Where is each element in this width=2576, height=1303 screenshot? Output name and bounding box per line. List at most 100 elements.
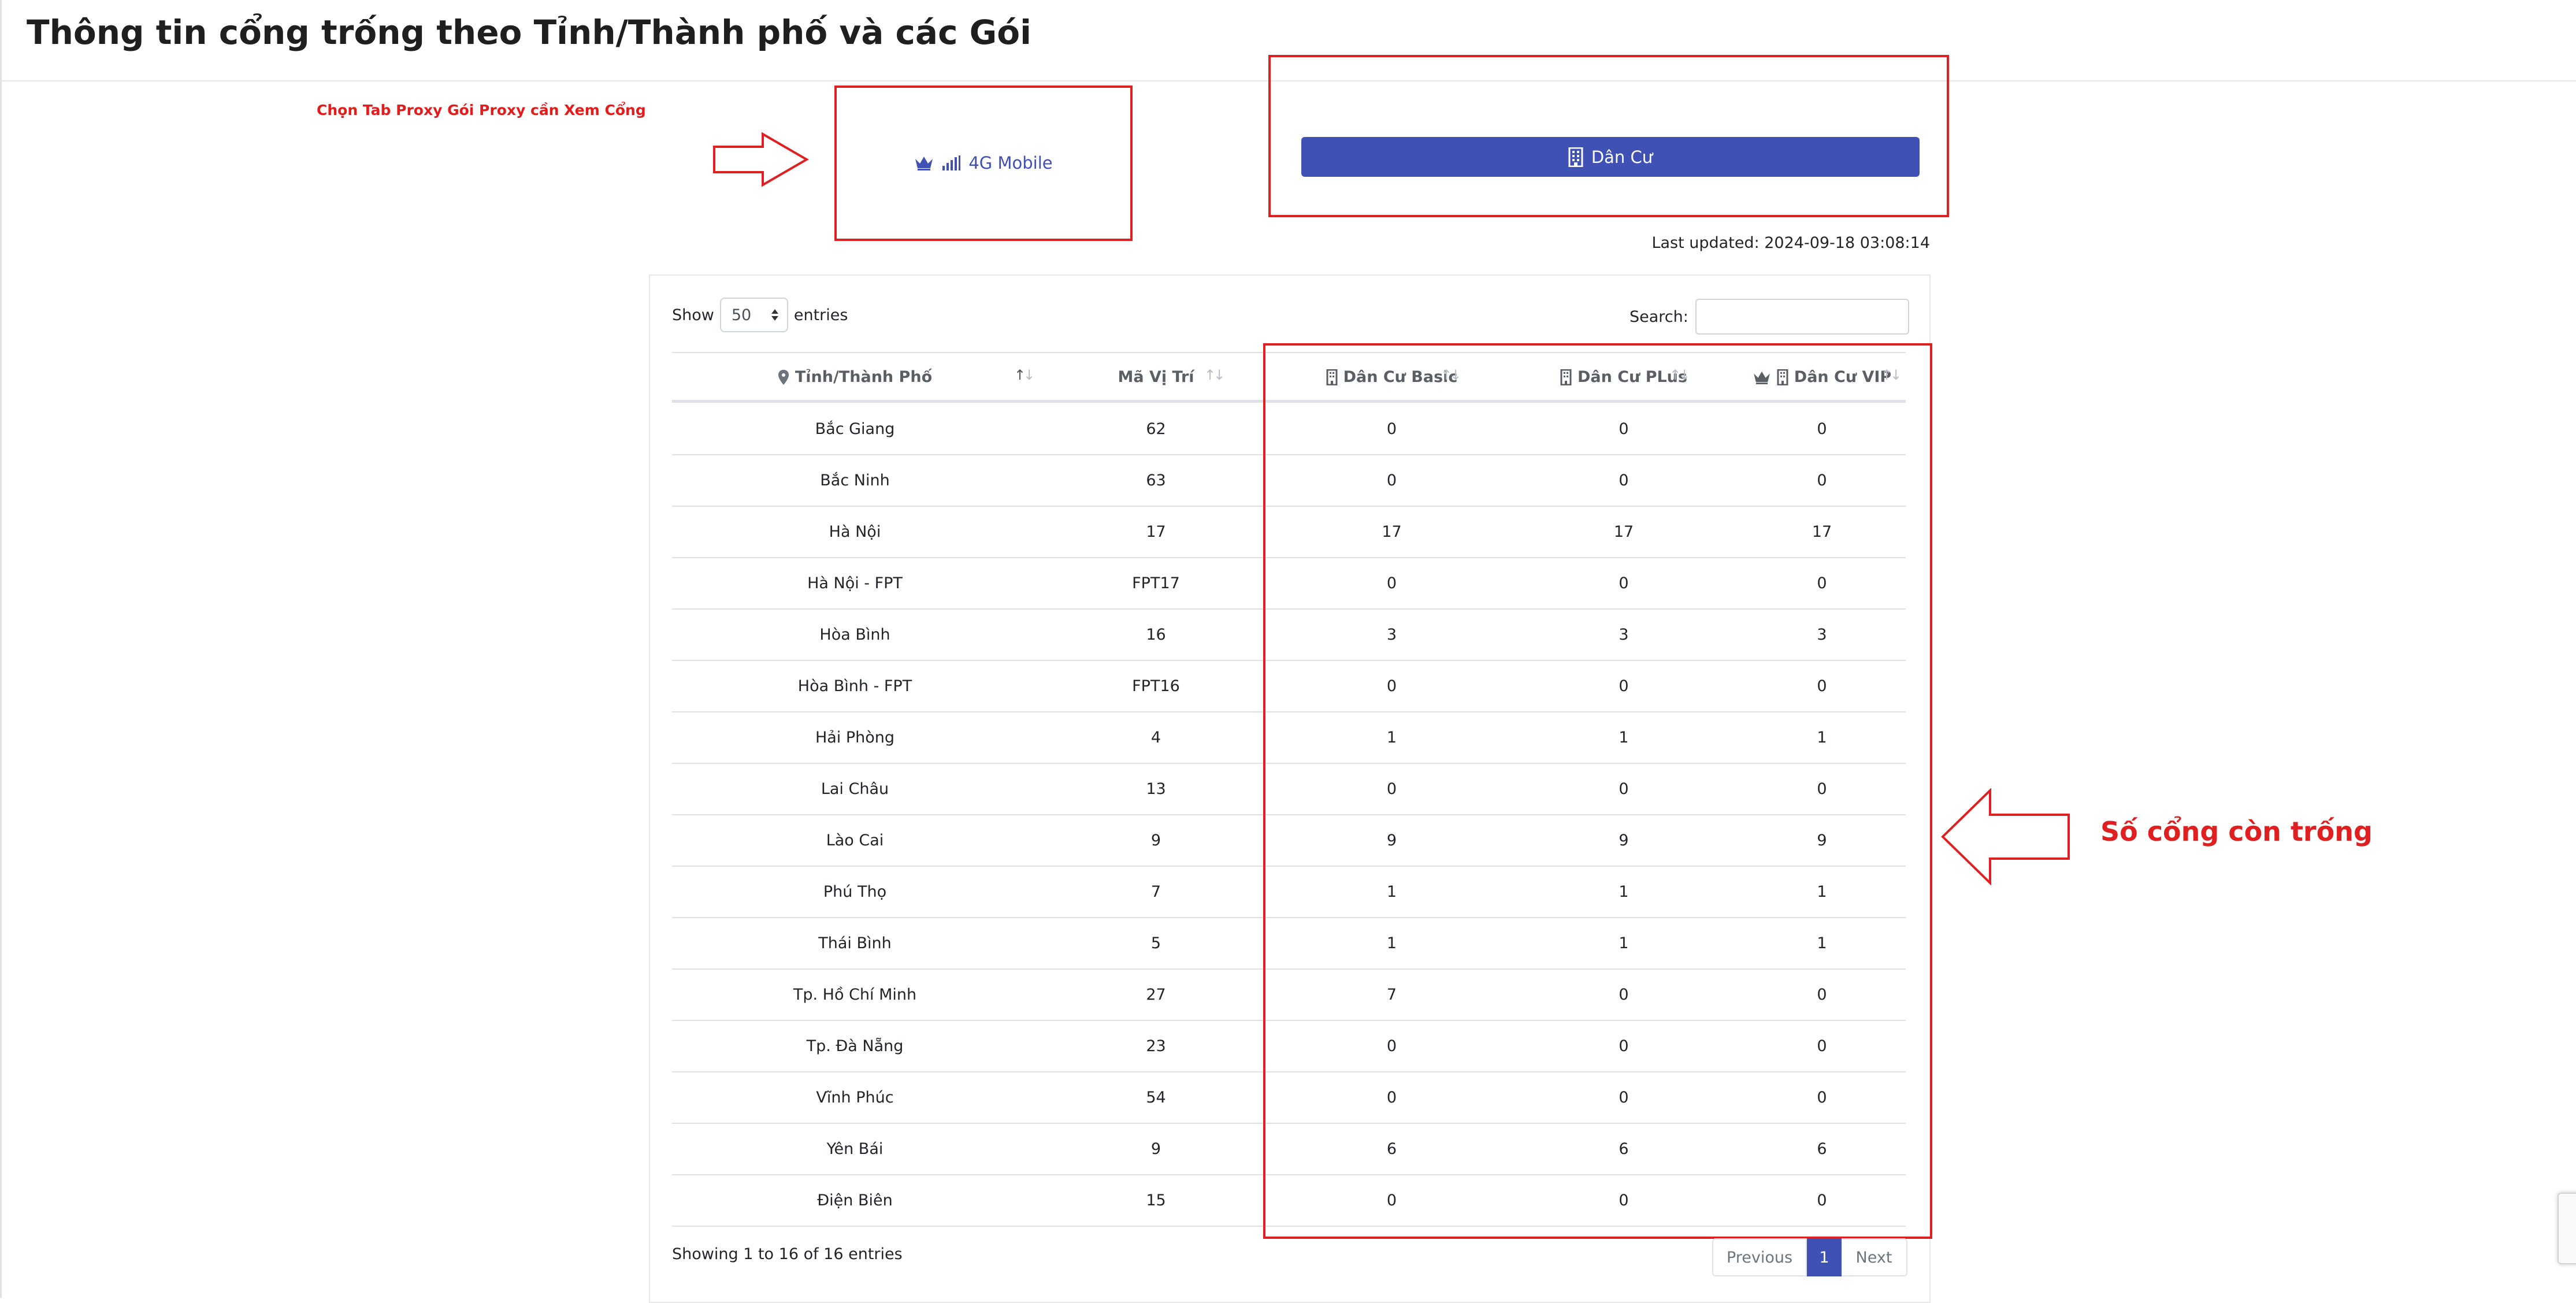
- column-header-basic-label: Dân Cư Basic: [1343, 368, 1458, 386]
- cell-vip: 9: [1817, 831, 1827, 849]
- column-header-plus[interactable]: Dân Cư PLus: [1509, 353, 1738, 401]
- cell-location-code: FPT17: [1132, 574, 1180, 592]
- cell-basic: 0: [1386, 1191, 1397, 1209]
- last-updated-text: Last updated: 2024-09-18 03:08:14: [1651, 234, 1930, 252]
- building-icon: [1777, 369, 1788, 385]
- cell-vip: 0: [1817, 420, 1827, 438]
- cell-province: Tp. Hồ Chí Minh: [793, 986, 917, 1004]
- cell-province: Điện Biên: [817, 1191, 893, 1209]
- tab-dan-cu[interactable]: Dân Cư: [1301, 137, 1920, 177]
- table-row: Bắc Giang 62 0 0 0: [672, 404, 1906, 455]
- column-header-province[interactable]: Tỉnh/Thành Phố: [672, 353, 1038, 401]
- crown-icon: [1753, 371, 1770, 384]
- table-row: Hà Nội - FPT FPT17 0 0 0: [672, 558, 1906, 610]
- tab-4g-mobile[interactable]: 4G Mobile: [836, 86, 1131, 240]
- cell-plus: 0: [1619, 1191, 1629, 1209]
- free-ports-highlight-box: [1263, 343, 1932, 1239]
- page-header: Thông tin cổng trống theo Tỉnh/Thành phố…: [0, 0, 2576, 81]
- cell-plus: 0: [1619, 574, 1629, 592]
- cell-basic: 0: [1386, 1089, 1397, 1107]
- cell-province: Tp. Đà Nẵng: [806, 1037, 904, 1055]
- cell-province: Yên Bái: [826, 1140, 884, 1158]
- cell-province: Phú Thọ: [823, 883, 887, 901]
- cell-basic: 0: [1386, 574, 1397, 592]
- pagination-next-button[interactable]: Next: [1842, 1238, 1907, 1276]
- cell-vip: 1: [1817, 883, 1827, 901]
- cell-location-code: 15: [1146, 1191, 1166, 1209]
- cell-plus: 6: [1619, 1140, 1629, 1158]
- cell-basic: 1: [1386, 729, 1397, 747]
- pagination-previous-button[interactable]: Previous: [1712, 1238, 1807, 1276]
- column-header-vip[interactable]: Dân Cư VIP: [1738, 353, 1906, 401]
- cell-basic: 0: [1386, 677, 1397, 695]
- cell-location-code: FPT16: [1132, 677, 1180, 695]
- sort-both-icon: ↑↓: [1881, 367, 1902, 383]
- cell-plus: 1: [1619, 883, 1629, 901]
- column-header-province-label: Tỉnh/Thành Phố: [795, 368, 933, 386]
- cell-location-code: 7: [1150, 883, 1161, 901]
- cell-plus: 3: [1619, 626, 1629, 644]
- tab-dancu-highlight-box: [1268, 55, 1949, 217]
- cell-province: Hà Nội - FPT: [807, 574, 903, 592]
- updown-caret-icon: [771, 309, 778, 321]
- column-header-location-code[interactable]: Mã Vị Trí: [1038, 353, 1274, 401]
- cell-location-code: 9: [1150, 831, 1161, 849]
- cell-province: Hòa Bình - FPT: [797, 677, 912, 695]
- page-length-select[interactable]: 50: [719, 298, 788, 332]
- cell-plus: 0: [1619, 780, 1629, 798]
- cell-plus: 1: [1619, 934, 1629, 952]
- table-row: Bắc Ninh 63 0 0 0: [672, 455, 1906, 507]
- column-header-vip-label: Dân Cư VIP: [1794, 368, 1892, 386]
- sort-both-icon: ↑↓: [1669, 367, 1690, 383]
- sort-both-icon: ↑↓: [1204, 367, 1225, 383]
- cell-vip: 0: [1817, 986, 1827, 1004]
- cell-vip: 0: [1817, 677, 1827, 695]
- cell-province: Vĩnh Phúc: [816, 1089, 894, 1107]
- map-pin-icon: [778, 369, 789, 385]
- tab-4g-mobile-label: 4G Mobile: [968, 153, 1053, 173]
- page-title: Thông tin cổng trống theo Tỉnh/Thành phố…: [27, 13, 1031, 52]
- column-header-plus-label: Dân Cư PLus: [1577, 368, 1687, 386]
- search-input[interactable]: [1695, 299, 1909, 335]
- cell-province: Thái Bình: [818, 934, 892, 952]
- cell-basic: 6: [1386, 1140, 1397, 1158]
- cell-plus: 0: [1619, 420, 1629, 438]
- tab-hint-note: Chọn Tab Proxy Gói Proxy cần Xem Cổng: [317, 102, 646, 118]
- entries-label: entries: [793, 306, 848, 324]
- cell-plus: 0: [1619, 1089, 1629, 1107]
- cell-location-code: 16: [1146, 626, 1166, 644]
- cell-province: Hà Nội: [829, 523, 881, 541]
- table-row: Tp. Đà Nẵng 23 0 0 0: [672, 1021, 1906, 1072]
- table-row: Thái Bình 5 1 1 1: [672, 918, 1906, 970]
- cell-location-code: 13: [1146, 780, 1166, 798]
- pagination-page-1[interactable]: 1: [1807, 1238, 1842, 1276]
- recaptcha-badge[interactable]: [2558, 1193, 2576, 1264]
- cell-vip: 1: [1817, 729, 1827, 747]
- sort-asc-icon: ↑↓: [1014, 367, 1035, 383]
- tab-4g-highlight-box: [834, 86, 1133, 241]
- cell-vip: 0: [1817, 1037, 1827, 1055]
- search-label: Search:: [1630, 307, 1688, 326]
- table-row: Phú Thọ 7 1 1 1: [672, 867, 1906, 918]
- cell-province: Bắc Ninh: [820, 472, 890, 489]
- table-row: Tp. Hồ Chí Minh 27 7 0 0: [672, 970, 1906, 1021]
- cell-basic: 1: [1386, 934, 1397, 952]
- table-row: Vĩnh Phúc 54 0 0 0: [672, 1072, 1906, 1124]
- column-header-basic[interactable]: Dân Cư Basic: [1274, 353, 1509, 401]
- cell-province: Lào Cai: [826, 831, 884, 849]
- tab-dan-cu-label: Dân Cư: [1591, 147, 1653, 167]
- crown-icon: [915, 156, 933, 170]
- signal-icon: [942, 155, 961, 170]
- cell-location-code: 62: [1146, 420, 1166, 438]
- cell-basic: 0: [1386, 472, 1397, 489]
- cell-location-code: 63: [1146, 472, 1166, 489]
- cell-vip: 0: [1817, 574, 1827, 592]
- table-row: Điện Biên 15 0 0 0: [672, 1175, 1906, 1227]
- cell-location-code: 54: [1146, 1089, 1166, 1107]
- cell-plus: 0: [1619, 472, 1629, 489]
- cell-basic: 0: [1386, 420, 1397, 438]
- cell-location-code: 5: [1150, 934, 1161, 952]
- free-ports-annotation: Số cổng còn trống: [2100, 816, 2373, 847]
- cell-basic: 0: [1386, 1037, 1397, 1055]
